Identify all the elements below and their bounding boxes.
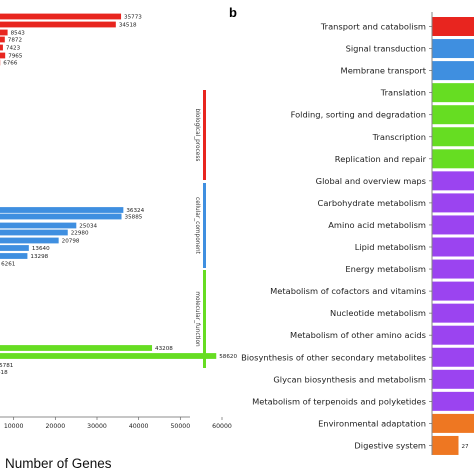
kegg-bar-5 (432, 127, 474, 147)
kegg-category-label-2: Membrane transport (341, 66, 427, 76)
panel-b-kegg-chart: b Transport and catabolism Signal transdu… (229, 5, 474, 455)
group-label-biological_process: biological_process (194, 109, 200, 162)
kegg-bar-16 (432, 369, 474, 389)
kegg-bar-13 (432, 303, 474, 323)
kegg-category-label-19: Digestive system (354, 440, 426, 450)
kegg-category-label-3: Translation (380, 88, 426, 98)
group-bar-molecular_function (203, 270, 206, 368)
kegg-bar-value-19: 27 (462, 444, 470, 450)
kegg-bar-7 (432, 171, 474, 191)
kegg-bar-11 (432, 259, 474, 279)
kegg-bar-3 (432, 83, 474, 103)
kegg-bar-0 (432, 17, 474, 36)
bar-value-cellular_component-5: 13640 (32, 246, 50, 252)
kegg-category-label-9: Amino acid metabolism (328, 220, 426, 230)
kegg-bar-14 (432, 325, 474, 345)
kegg-bar-18 (432, 413, 474, 433)
kegg-category-label-10: Lipid metabolism (355, 242, 426, 252)
kegg-category-label-5: Transcription (372, 132, 426, 142)
bar-cellular_component-4 (0, 237, 59, 244)
bar-value-molecular_function-3: 4418 (0, 370, 8, 376)
bar-biological_process-4 (0, 44, 3, 51)
kegg-bar-4 (432, 105, 474, 125)
kegg-bar-17 (432, 391, 474, 411)
bar-value-cellular_component-2: 25034 (79, 224, 97, 230)
bar-value-cellular_component-1: 35885 (125, 215, 143, 221)
bar-cellular_component-0 (0, 207, 124, 213)
kegg-bar-2 (432, 61, 474, 81)
group-label-cellular_component: cellular_component (194, 197, 200, 255)
kegg-category-label-15: Biosynthesis of other secondary metaboli… (241, 352, 426, 362)
bar-value-cellular_component-6: 13298 (30, 254, 48, 260)
group-label-molecular_function: molecular_function (194, 291, 200, 347)
kegg-bar-15 (432, 347, 474, 367)
bar-biological_process-3 (0, 36, 5, 43)
bar-value-biological_process-0: 35773 (124, 15, 142, 21)
bar-biological_process-0 (0, 13, 122, 20)
x-tick-label-4: 40000 (129, 423, 149, 430)
bar-cellular_component-6 (0, 253, 28, 259)
x-tick-label-3: 30000 (87, 423, 107, 430)
x-tick-label-6: 60000 (212, 423, 232, 430)
kegg-bar-12 (432, 281, 474, 301)
kegg-category-label-0: Transport and catabolism (320, 22, 426, 32)
kegg-bar-6 (432, 149, 474, 169)
bar-value-biological_process-5: 7965 (8, 54, 23, 60)
bar-value-cellular_component-3: 22980 (71, 231, 89, 237)
kegg-bar-10 (432, 237, 474, 257)
bar-molecular_function-1 (0, 353, 217, 359)
kegg-category-label-18: Environmental adaptation (318, 418, 426, 428)
kegg-category-label-14: Metabolism of other amino acids (290, 330, 426, 340)
kegg-category-label-4: Folding, sorting and degradation (291, 110, 426, 120)
kegg-category-label-6: Replication and repair (335, 154, 427, 164)
bar-cellular_component-3 (0, 229, 68, 236)
kegg-category-label-17: Metabolism of terpenoids and polyketides (252, 396, 426, 406)
go-category-sidebar: biological_process cellular_componentmole… (194, 90, 206, 368)
bar-molecular_function-0 (0, 345, 153, 351)
panel-b-label: b (229, 5, 237, 20)
kegg-category-label-8: Carbohydrate metabolism (318, 198, 426, 208)
bar-value-cellular_component-0: 36324 (126, 208, 144, 214)
bar-value-molecular_function-2: 5781 (0, 363, 14, 369)
x-tick-label-2: 20000 (45, 423, 65, 430)
group-bar-biological_process (203, 90, 206, 180)
bar-biological_process-1 (0, 21, 116, 28)
kegg-bar-19 (432, 435, 459, 455)
kegg-category-label-16: Glycan biosynthesis and metabolism (273, 374, 426, 384)
kegg-bar-9 (432, 215, 474, 235)
bar-value-biological_process-1: 34518 (119, 23, 137, 29)
x-tick-label-1: 10000 (4, 423, 24, 430)
bar-value-biological_process-2: 8543 (11, 31, 26, 37)
bar-value-cellular_component-7: 6261 (1, 262, 16, 268)
bar-cellular_component-5 (0, 245, 29, 251)
kegg-category-label-7: Global and overview maps (316, 176, 426, 186)
kegg-category-label-12: Metabolism of cofactors and vitamins (270, 286, 426, 296)
kegg-bar-8 (432, 193, 474, 213)
kegg-bar-1 (432, 39, 474, 59)
x-tick-label-5: 50000 (170, 423, 190, 430)
kegg-category-label-13: Nucleotide metabolism (330, 308, 426, 318)
bar-biological_process-5 (0, 52, 6, 59)
bar-value-cellular_component-4: 20798 (62, 239, 80, 245)
bar-value-biological_process-4: 7423 (6, 46, 21, 52)
bar-value-molecular_function-1: 58620 (219, 354, 237, 360)
bar-value-biological_process-3: 7872 (8, 38, 22, 44)
x-axis-title: Number of Genes (5, 456, 112, 471)
bar-cellular_component-1 (0, 213, 122, 220)
bar-value-molecular_function-0: 43208 (155, 346, 173, 352)
kegg-category-label-11: Energy metabolism (345, 264, 426, 274)
group-bar-cellular_component (203, 183, 206, 268)
bar-cellular_component-2 (0, 222, 77, 229)
kegg-category-label-1: Signal transduction (346, 44, 426, 54)
bar-biological_process-2 (0, 29, 8, 36)
bar-value-biological_process-6: 6766 (3, 61, 18, 67)
